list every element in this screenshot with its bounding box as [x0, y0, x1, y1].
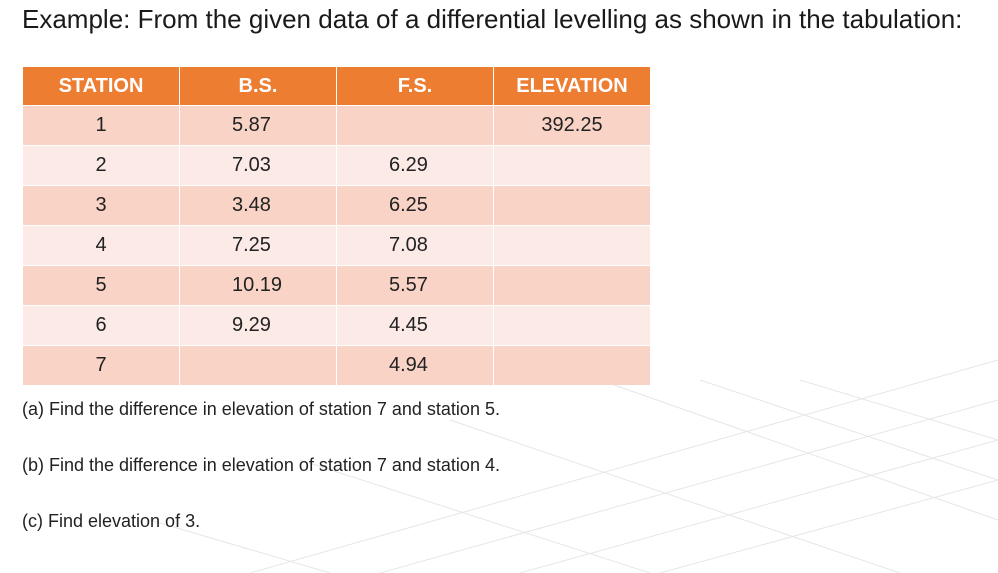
column-header: B.S.: [179, 67, 337, 106]
table-row: 5 10.19 5.57: [22, 265, 650, 306]
table-cell: 5.87: [179, 105, 337, 146]
table-cell: 4: [22, 225, 180, 266]
table-cell: 10.19: [179, 265, 337, 306]
question: (b) Find the difference in elevation of …: [22, 455, 500, 475]
table-cell: 1: [22, 105, 180, 146]
table-cell: 5: [22, 265, 180, 306]
table-cell: 7.03: [179, 145, 337, 186]
table-cell: [493, 185, 650, 226]
table-cell: [493, 345, 650, 385]
column-header: F.S.: [336, 67, 494, 106]
table-cell: 6.29: [336, 145, 494, 186]
header-row: STATION B.S. F.S. ELEVATION: [22, 67, 650, 106]
table-cell: 3: [22, 185, 180, 226]
table-cell: [493, 305, 650, 346]
column-header: ELEVATION: [493, 67, 650, 106]
table-cell: 392.25: [493, 105, 650, 146]
table-cell: 7.08: [336, 225, 494, 266]
table-cell: 4.45: [336, 305, 494, 346]
data-table: STATION B.S. F.S. ELEVATION 1 5.87 392.25 2 7.0…: [22, 67, 650, 385]
table-cell: 3.48: [179, 185, 337, 226]
table-row: 7 4.94: [22, 345, 650, 385]
table-cell: 2: [22, 145, 180, 186]
table-cell: 4.94: [336, 345, 494, 385]
table-row: 4 7.25 7.08: [22, 225, 650, 266]
table-row: 2 7.03 6.29: [22, 145, 650, 186]
table-cell: 5.57: [336, 265, 494, 306]
table-cell: [493, 145, 650, 186]
table-cell: 7: [22, 345, 180, 385]
table-cell: 6: [22, 305, 180, 346]
title: Example: From the given data of a differ…: [22, 4, 963, 34]
table-row: 6 9.29 4.45: [22, 305, 650, 346]
table-cell: 7.25: [179, 225, 337, 266]
table-cell: 6.25: [336, 185, 494, 226]
table-cell: [179, 345, 337, 385]
table-cell: [493, 225, 650, 266]
table-cell: [336, 105, 494, 146]
table-row: 3 3.48 6.25: [22, 185, 650, 226]
question: (a) Find the difference in elevation of …: [22, 399, 500, 419]
table-cell: [493, 265, 650, 306]
question: (c) Find elevation of 3.: [22, 511, 201, 531]
table-row: 1 5.87 392.25: [22, 105, 650, 146]
column-header: STATION: [22, 67, 180, 106]
table-cell: 9.29: [179, 305, 337, 346]
